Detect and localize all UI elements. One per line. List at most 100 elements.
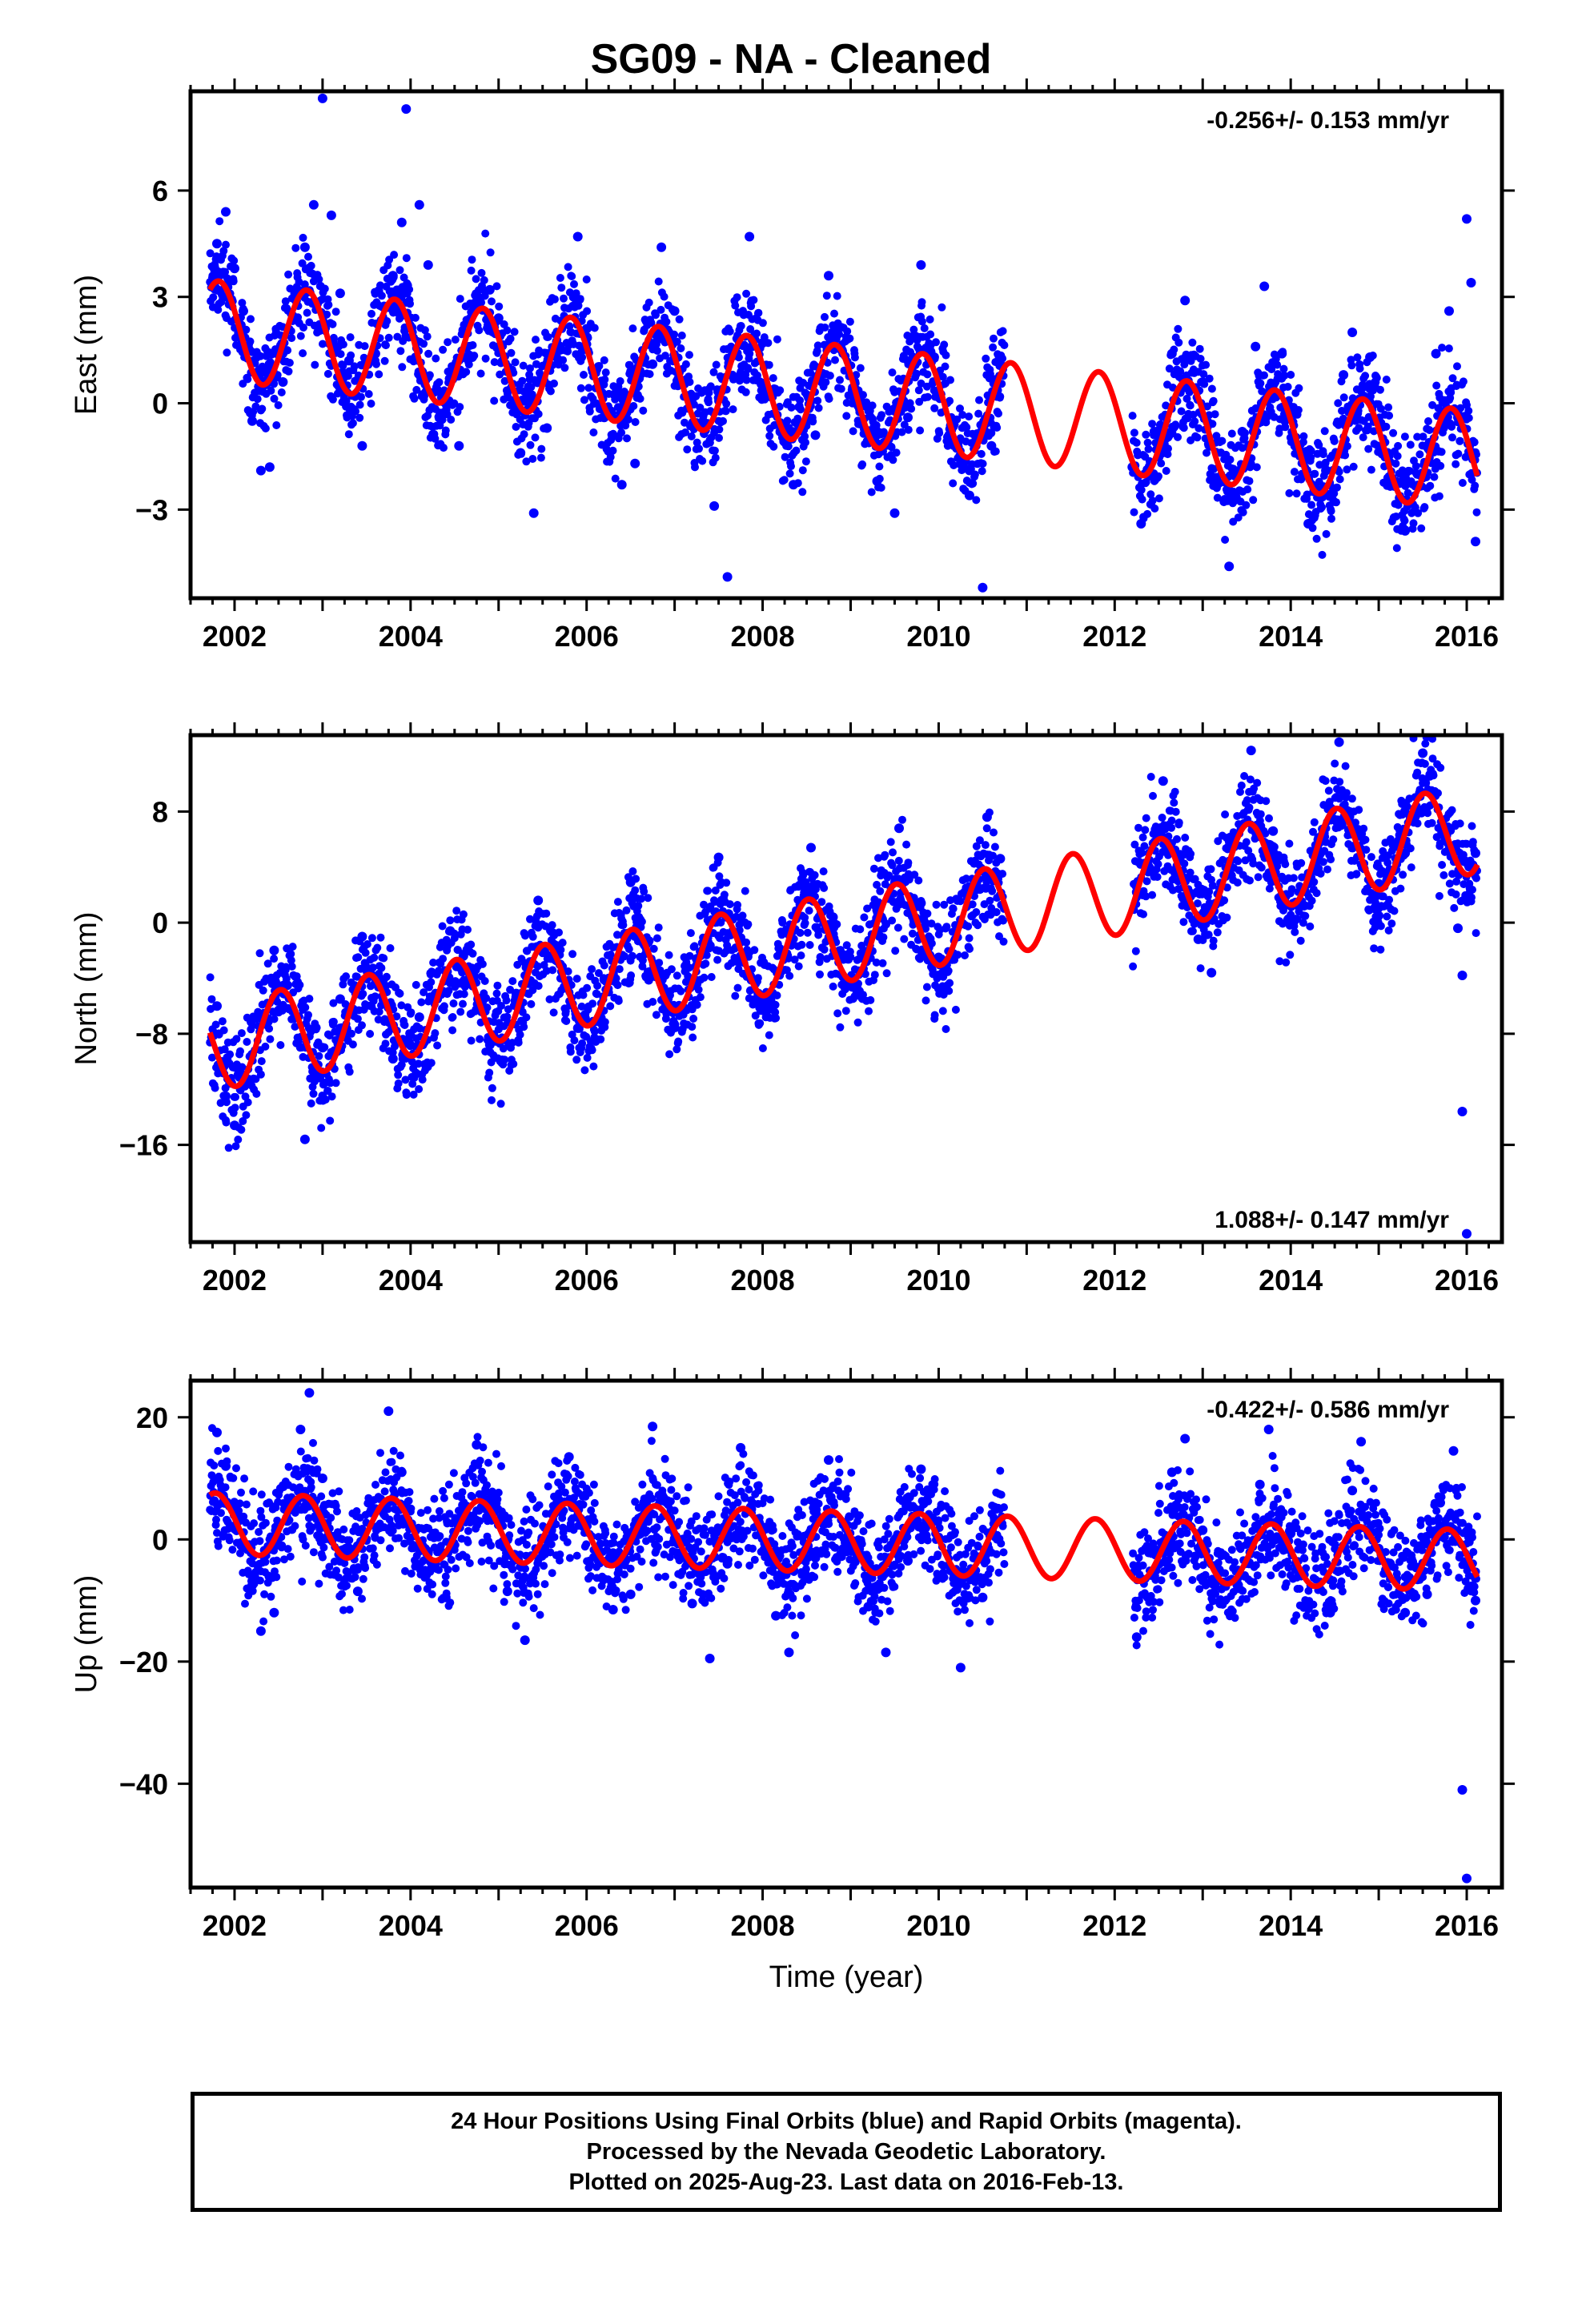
up-point-3 [247,1580,257,1590]
north-point-59 [1471,848,1480,858]
up-point-4 [255,1626,266,1636]
up-point-27 [639,1498,649,1508]
east-point-58 [964,490,974,501]
east-xtick-label-3: 2008 [731,620,795,653]
east-y-axis-label: East (mm) [70,275,103,415]
up-point-59 [1325,1607,1335,1618]
north-ytick-label-0: −16 [119,1129,168,1162]
north-point-1 [221,1091,231,1101]
up-point-55 [1255,1479,1265,1490]
north-point-17 [533,895,544,906]
east-point-26 [493,313,504,324]
up-point-11 [352,1586,363,1597]
east-point-75 [1303,519,1314,529]
north-xtick-label-0: 2002 [203,1264,267,1297]
up-point-67 [1457,1785,1468,1795]
east-point-67 [1198,377,1208,387]
up-point-0 [212,1427,222,1437]
east-point-41 [709,501,720,511]
up-point-13 [383,1406,394,1417]
up-point-33 [736,1442,746,1453]
north-point-58 [1462,1228,1472,1239]
north-ytick-label-3: 8 [152,795,168,828]
north-point-53 [1418,748,1428,758]
east-xtick-label-7: 2016 [1435,620,1499,653]
east-observation-cloud [206,217,1481,559]
up-point-1 [221,1461,231,1471]
north-point-35 [934,952,944,963]
north-point-8 [335,994,345,1004]
up-point-7 [295,1425,306,1434]
east-point-35 [616,480,627,490]
up-point-5 [269,1607,279,1618]
east-point-53 [889,508,900,518]
north-point-56 [1457,971,1468,980]
east-ytick-label-3: 6 [152,175,168,207]
east-point-70 [1237,427,1247,436]
north-point-49 [1334,737,1344,747]
east-point-7 [278,377,288,387]
north-point-15 [484,1039,495,1050]
north-frame [188,733,1504,1244]
east-point-29 [528,508,539,518]
up-xtick-label-1: 2004 [379,1909,443,1942]
east-model-curve [207,278,1480,506]
up-point-32 [722,1558,733,1569]
north-observation-cloud [206,735,1481,1152]
east-point-37 [648,359,658,369]
east-point-14 [343,356,354,366]
up-xtick-label-2: 2006 [555,1909,619,1942]
east-point-49 [824,271,833,281]
east-point-40 [687,391,697,401]
east-point-9 [299,242,310,252]
east-point-36 [630,458,640,468]
east-point-45 [757,338,768,348]
panel-up: 2002 2004 2006 2008 2010 2012 2014 2016−40−2002… [70,1368,1515,1994]
east-point-54 [903,412,913,423]
up-point-65 [1435,1498,1445,1508]
up-point-9 [317,1474,327,1483]
up-point-51 [1180,1433,1191,1444]
north-point-12 [414,1012,424,1023]
north-point-42 [1193,934,1203,944]
east-point-78 [1347,328,1358,337]
footer-line-1: 24 Hour Positions Using Final Orbits (bl… [451,2109,1242,2134]
east-point-4 [247,416,257,426]
east-point-79 [1365,352,1375,362]
up-point-50 [1166,1467,1177,1478]
north-xtick-label-6: 2014 [1259,1264,1323,1297]
north-point-13 [445,926,456,936]
up-x-axis: 2002 2004 2006 2008 2010 2012 2014 2016 [189,1368,1499,1942]
north-point-19 [572,1023,583,1033]
east-point-3 [239,306,248,316]
north-point-38 [995,854,1006,864]
north-x-axis: 2002 2004 2006 2008 2010 2012 2014 2016 [189,722,1499,1297]
up-point-14 [396,1467,407,1478]
up-point-66 [1448,1445,1459,1456]
up-point-8 [304,1388,315,1398]
east-point-48 [810,430,821,440]
north-point-50 [1356,829,1367,839]
north-point-31 [841,980,851,991]
up-point-46 [978,1592,988,1602]
up-ytick-label-3: 20 [136,1401,168,1434]
east-point-15 [357,440,367,451]
north-point-2 [230,1120,239,1131]
east-ytick-label-2: 3 [152,281,168,314]
east-point-86 [1462,214,1472,224]
up-ytick-label-0: −40 [119,1767,168,1800]
east-point-60 [986,440,997,451]
east-xtick-label-0: 2002 [203,620,267,653]
north-point-6 [299,1134,310,1144]
east-rate-annotation: -0.256+/- 0.153 mm/yr [1207,107,1449,134]
up-point-21 [520,1635,530,1646]
up-y-axis-label: Up (mm) [70,1575,103,1694]
east-point-13 [335,288,345,299]
east-x-axis: 2002 2004 2006 2008 2010 2012 2014 2016 [189,78,1499,653]
north-point-33 [894,823,904,834]
up-xtick-label-0: 2002 [203,1909,267,1942]
up-point-16 [440,1592,451,1602]
up-point-57 [1286,1528,1296,1538]
up-point-69 [1471,1595,1480,1606]
